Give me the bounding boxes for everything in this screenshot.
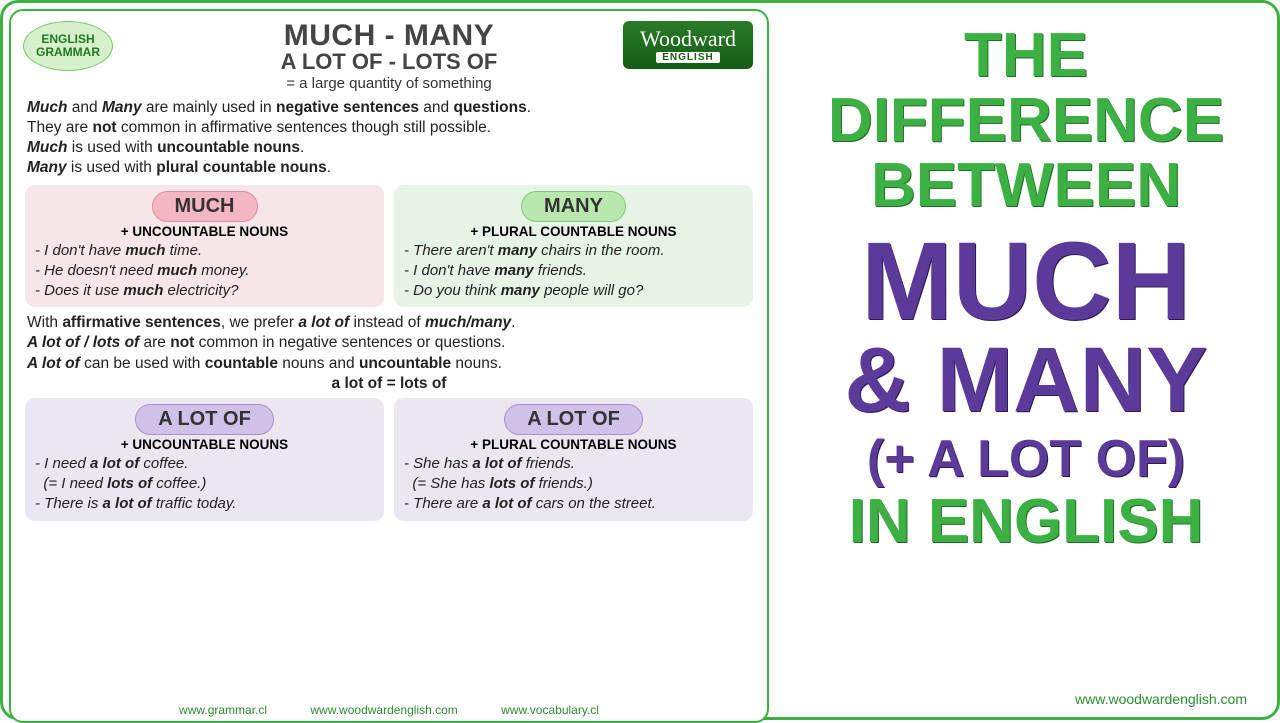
- many-ex2: - I don't have many friends.: [404, 261, 743, 281]
- woodward-logo: Woodward ENGLISH: [623, 21, 753, 69]
- alotof1-sub: + UNCOUNTABLE NOUNS: [35, 437, 374, 452]
- many-ex3: - Do you think many people will go?: [404, 281, 743, 301]
- alotof2-sub: + PLURAL COUNTABLE NOUNS: [404, 437, 743, 452]
- many-box: MANY + PLURAL COUNTABLE NOUNS - There ar…: [394, 185, 753, 308]
- r-alotof: (+ A LOT OF): [867, 432, 1185, 487]
- r-much: MUCH: [861, 224, 1191, 340]
- much-sub: + UNCOUNTABLE NOUNS: [35, 224, 374, 239]
- footer-url-2: www.woodwardenglish.com: [310, 703, 457, 717]
- footer-url-3: www.vocabulary.cl: [501, 703, 599, 717]
- many-ex1: - There aren't many chairs in the room.: [404, 241, 743, 261]
- subtitle: = a large quantity of something: [21, 75, 757, 92]
- alotof1-ex1: - I need a lot of coffee.: [35, 454, 374, 474]
- row-alotof: A LOT OF + UNCOUNTABLE NOUNS - I need a …: [25, 398, 753, 521]
- outer-frame: ENGLISH GRAMMAR Woodward ENGLISH MUCH - …: [0, 0, 1280, 720]
- footer-url-1: www.grammar.cl: [179, 703, 267, 717]
- r-many: & MANY: [845, 332, 1208, 429]
- english-grammar-badge: ENGLISH GRAMMAR: [23, 21, 113, 71]
- grammar-chart-panel: ENGLISH GRAMMAR Woodward ENGLISH MUCH - …: [9, 9, 769, 723]
- logo-main: Woodward: [640, 28, 736, 50]
- r-between: BETWEEN: [871, 153, 1181, 218]
- badge-line2: GRAMMAR: [36, 46, 100, 59]
- alotof1-ex2: (= I need lots of coffee.): [35, 474, 374, 494]
- alotof2-ex2: (= She has lots of friends.): [404, 474, 743, 494]
- much-ex2: - He doesn't need much money.: [35, 261, 374, 281]
- r-difference: DIFFERENCE: [828, 88, 1224, 153]
- right-url: www.woodwardenglish.com: [1075, 691, 1247, 707]
- much-pill: MUCH: [152, 191, 258, 222]
- alotof-countable-box: A LOT OF + PLURAL COUNTABLE NOUNS - She …: [394, 398, 753, 521]
- r-inenglish: IN ENGLISH: [849, 489, 1204, 554]
- much-box: MUCH + UNCOUNTABLE NOUNS - I don't have …: [25, 185, 384, 308]
- alotof-uncountable-box: A LOT OF + UNCOUNTABLE NOUNS - I need a …: [25, 398, 384, 521]
- alotof-pill-1: A LOT OF: [135, 404, 274, 435]
- footer-links: www.grammar.cl www.woodwardenglish.com w…: [11, 703, 767, 717]
- alotof1-ex3: - There is a lot of traffic today.: [35, 494, 374, 514]
- alotof-pill-2: A LOT OF: [504, 404, 643, 435]
- alotof2-ex3: - There are a lot of cars on the street.: [404, 494, 743, 514]
- logo-sub: ENGLISH: [656, 52, 719, 63]
- many-sub: + PLURAL COUNTABLE NOUNS: [404, 224, 743, 239]
- intro-text: Much and Many are mainly used in negativ…: [27, 98, 751, 179]
- middle-text: With affirmative sentences, we prefer a …: [27, 313, 751, 394]
- row-much-many: MUCH + UNCOUNTABLE NOUNS - I don't have …: [25, 185, 753, 308]
- much-ex1: - I don't have much time.: [35, 241, 374, 261]
- title-panel: THE DIFFERENCE BETWEEN MUCH & MANY (+ A …: [775, 3, 1277, 717]
- many-pill: MANY: [521, 191, 626, 222]
- alotof2-ex1: - She has a lot of friends.: [404, 454, 743, 474]
- r-the: THE: [964, 23, 1088, 88]
- much-ex3: - Does it use much electricity?: [35, 281, 374, 301]
